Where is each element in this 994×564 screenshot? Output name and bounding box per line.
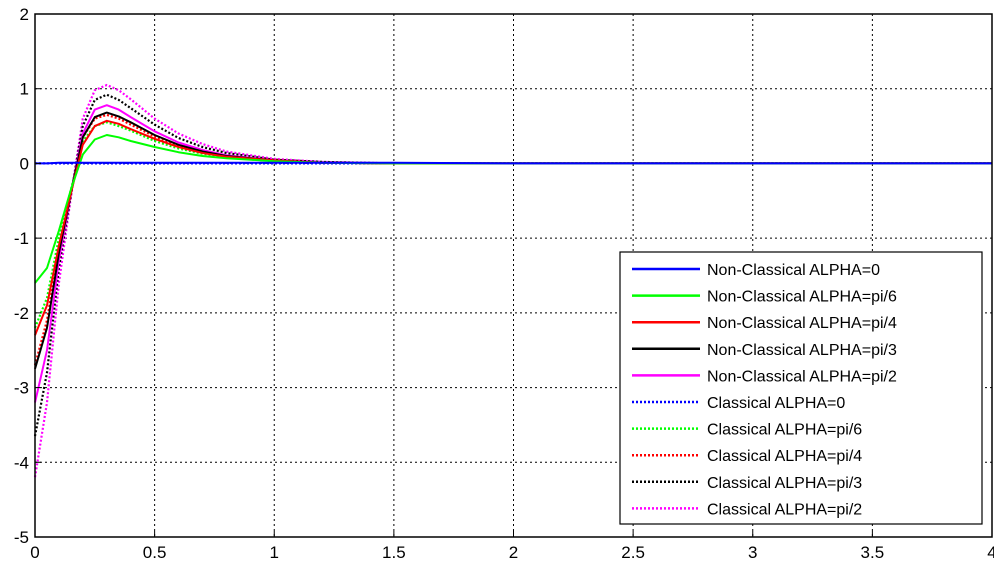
y-tick-label: -4 — [14, 453, 29, 472]
y-tick-label: -2 — [14, 304, 29, 323]
x-tick-label: 1 — [270, 543, 279, 562]
legend-label: Non-Classical ALPHA=pi/2 — [707, 368, 897, 385]
legend-label: Non-Classical ALPHA=pi/6 — [707, 289, 897, 306]
x-tick-label: 2 — [509, 543, 518, 562]
y-tick-label: 0 — [20, 154, 29, 173]
axis-ticks: 0 0.5 1 1.5 2 2.5 3 3.5 4 -5 -4 -3 -2 -1 0 1 2 — [14, 5, 994, 562]
x-tick-label: 0 — [30, 543, 39, 562]
x-tick-label: 3 — [748, 543, 757, 562]
y-tick-label: -1 — [14, 229, 29, 248]
x-tick-label: 4 — [987, 543, 994, 562]
y-tick-label: -5 — [14, 528, 29, 547]
x-tick-label: 1.5 — [382, 543, 406, 562]
legend-label: Non-Classical ALPHA=pi/4 — [707, 315, 897, 332]
legend-label: Non-Classical ALPHA=pi/3 — [707, 342, 897, 359]
legend-label: Non-Classical ALPHA=0 — [707, 262, 880, 279]
x-tick-label: 0.5 — [143, 543, 167, 562]
x-tick-label: 2.5 — [621, 543, 645, 562]
legend-box — [619, 251, 983, 525]
legend: Non-Classical ALPHA=0 Non-Classical ALPHA… — [619, 251, 983, 525]
legend-label: Classical ALPHA=pi/4 — [707, 448, 862, 465]
legend-label: Classical ALPHA=pi/3 — [707, 475, 862, 492]
x-tick-label: 3.5 — [861, 543, 885, 562]
series-group — [33, 83, 992, 478]
series-line — [35, 161, 992, 165]
y-tick-label: 1 — [20, 80, 29, 99]
y-tick-label: 2 — [20, 5, 29, 24]
legend-label: Classical ALPHA=pi/6 — [707, 422, 862, 439]
legend-label: Classical ALPHA=0 — [707, 395, 845, 412]
legend-label: Classical ALPHA=pi/2 — [707, 501, 862, 518]
y-tick-label: -3 — [14, 379, 29, 398]
